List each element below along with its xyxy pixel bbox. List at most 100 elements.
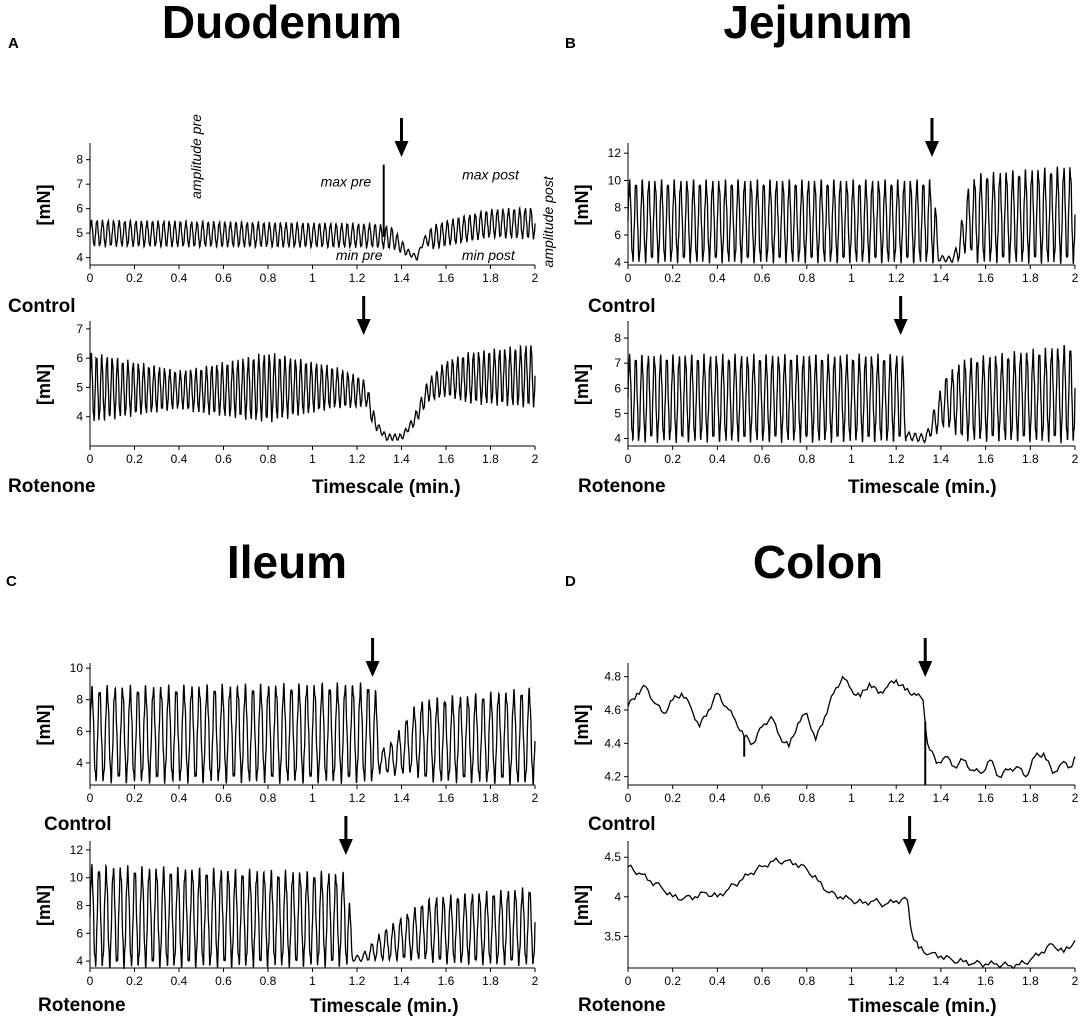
panel-c-control-x-tick-label: 0.6: [215, 791, 232, 805]
panel-c-rotenone-x-tick-label: 2: [532, 974, 539, 988]
panel-b-rotenone-x-tick-label: 0.6: [754, 452, 771, 466]
panel-c-control-trace: [89, 681, 536, 785]
panel-a-control-label: Control: [8, 296, 76, 317]
panel-b-control-x-tick-label: 1.2: [888, 271, 905, 285]
panel-a-rotenone-x-tick-label: 0.4: [171, 452, 188, 466]
panel-d-control-x-tick-label: 1.8: [1022, 791, 1039, 805]
panel-d-control-x-tick-label: 1.6: [977, 791, 994, 805]
panel-c-control-x-tick-label: 0.2: [126, 791, 143, 805]
panel-a-control-annotation: amplitude pre: [188, 114, 204, 199]
panel-b-control-x-tick-label: 1.8: [1022, 271, 1039, 285]
panel-c-control-x-tick-label: 1.8: [482, 791, 499, 805]
panel-c-rotenone-chart: 0 0.2 0.4 0.6 0.8 1 1.2 1.4 1.6 1.8 2 4 6 8 10 12 [mN] Ro…: [34, 816, 539, 1017]
panel-a-rotenone-y-tick-label: 7: [76, 322, 83, 336]
panel-c-control-x-tick-label: 1.6: [438, 791, 455, 805]
panel-d-control-y-tick-label: 4.6: [604, 703, 621, 717]
panel-a-rotenone-x-tick-label: 0.8: [260, 452, 277, 466]
panel-a-rotenone-chart: 0 0.2 0.4 0.6 0.8 1 1.2 1.4 1.6 1.8 2 4 5 6 7 [mN] Roten…: [8, 296, 539, 498]
panel-a-rotenone-x-tick-label: 2: [532, 452, 539, 466]
panel-a-control-y-tick-label: 5: [76, 226, 83, 240]
panel-b-rotenone-x-tick-label: 0.8: [798, 452, 815, 466]
panel-a-control-x-tick-label: 0.2: [126, 271, 143, 285]
panel-c-rotenone-x-tick-label: 0.4: [171, 974, 188, 988]
panel-d-control-y-label: [mN]: [572, 705, 592, 746]
panel-c-control-x-tick-label: 2: [532, 791, 539, 805]
panel-c-rotenone-label: Rotenone: [38, 995, 126, 1016]
panel-b-rotenone-x-tick-label: 0.2: [664, 452, 681, 466]
panel-a-control-trace: [89, 205, 536, 262]
panel-a-control-x-tick-label: 1.6: [438, 271, 455, 285]
panel-c-rotenone-arrow-head: [338, 839, 353, 855]
panel-c-title: Ileum: [227, 536, 347, 588]
panel-b-control-y-label: [mN]: [572, 185, 592, 226]
panel-d-control-x-tick-label: 0.4: [709, 791, 726, 805]
panel-d-rotenone-label: Rotenone: [578, 995, 666, 1016]
panel-c-rotenone-trace: [89, 863, 536, 969]
panel-a-rotenone-trace: [89, 344, 536, 442]
panel-b-control-x-tick-label: 0.4: [709, 271, 726, 285]
panel-b-letter: B: [565, 35, 576, 52]
panel-c-control-arrow-head: [365, 661, 380, 677]
panel-c-control-y-tick-label: 4: [76, 756, 83, 770]
panel-c-control-y-tick-label: 8: [76, 693, 83, 707]
panel-c-control-x-tick-label: 0.8: [260, 791, 277, 805]
panel-c-control-x-tick-label: 0.4: [171, 791, 188, 805]
panel-a-control-x-tick-label: 2: [532, 271, 539, 285]
panel-b-rotenone-y-tick-label: 5: [614, 406, 621, 420]
panel-b-rotenone-x-tick-label: 1: [848, 452, 855, 466]
panel-c-rotenone-y-label: [mN]: [34, 885, 54, 926]
panel-a-control-y-tick-label: 4: [76, 251, 83, 265]
panel-b-rotenone-x-tick-label: 1.2: [888, 452, 905, 466]
panel-c-control-chart: 0 0.2 0.4 0.6 0.8 1 1.2 1.4 1.6 1.8 2 4 6 8 10 [mN] Cont…: [34, 638, 539, 835]
panel-d-rotenone-y-tick-label: 4.5: [604, 850, 621, 864]
panel-a-control-annotation: min post: [462, 247, 516, 263]
panel-b-rotenone-x-tick-label: 0.4: [709, 452, 726, 466]
panel-d-control-arrow-head: [918, 661, 933, 677]
panel-b-rotenone-x-tick-label: 1.4: [933, 452, 950, 466]
panel-c-control-x-tick-label: 0: [87, 791, 94, 805]
panel-b-control-x-tick-label: 0.2: [664, 271, 681, 285]
panel-a-rotenone-arrow-head: [356, 319, 371, 335]
panel-d-rotenone-x-tick-label: 0: [625, 974, 632, 988]
panel-c-rotenone-x-tick-label: 0.2: [126, 974, 143, 988]
panel-b-control-y-tick-label: 10: [608, 173, 622, 187]
panel-b-rotenone-arrow-head: [893, 319, 908, 335]
panel-a-rotenone-x-tick-label: 1.6: [438, 452, 455, 466]
panel-a-control-x-tick-label: 0.6: [215, 271, 232, 285]
panel-d-rotenone-x-tick-label: 1.4: [933, 974, 950, 988]
panel-a-title: Duodenum: [162, 0, 402, 48]
panel-a-rotenone-x-tick-label: 1.8: [482, 452, 499, 466]
panel-a-control-y-label: [mN]: [34, 185, 54, 226]
panel-b-control-x-tick-label: 0.8: [798, 271, 815, 285]
panel-a-rotenone-label: Rotenone: [8, 476, 96, 497]
panel-b-control-arrow-head: [924, 141, 939, 157]
panel-b-control-x-tick-label: 1.6: [977, 271, 994, 285]
panel-a-control-chart: 0 0.2 0.4 0.6 0.8 1 1.2 1.4 1.6 1.8 2 4 5 6 7 8 [mN] Cont…: [8, 114, 556, 317]
panel-d-rotenone-y-tick-label: 4: [614, 890, 621, 904]
panel-a-rotenone-x-label: Timescale (min.): [312, 477, 461, 498]
panel-d-control-y-tick-label: 4.8: [604, 670, 621, 684]
panel-a-rotenone-x-tick-label: 0.6: [215, 452, 232, 466]
panel-c-control-y-tick-label: 6: [76, 724, 83, 738]
panel-a-control-x-tick-label: 1.2: [349, 271, 366, 285]
panel-d-rotenone-x-tick-label: 2: [1072, 974, 1079, 988]
panel-a-rotenone-x-tick-label: 0: [87, 452, 94, 466]
panel-a-rotenone-y-tick-label: 6: [76, 351, 83, 365]
panel-d-rotenone-x-tick-label: 1.6: [977, 974, 994, 988]
panel-d-control-x-tick-label: 0.6: [754, 791, 771, 805]
panel-c-control-x-tick-label: 1.2: [349, 791, 366, 805]
panel-d-control-x-tick-label: 0: [625, 791, 632, 805]
panel-c-rotenone-x-tick-label: 1: [309, 974, 316, 988]
panel-c-control-y-label: [mN]: [34, 705, 54, 746]
panel-a-control-x-tick-label: 0: [87, 271, 94, 285]
panel-d-rotenone-y-tick-label: 3.5: [604, 929, 621, 943]
panel-b-rotenone-x-tick-label: 1.8: [1022, 452, 1039, 466]
panel-c-control-y-tick-label: 10: [70, 661, 84, 675]
panel-a-control-x-tick-label: 1: [309, 271, 316, 285]
panel-d-rotenone-x-label: Timescale (min.): [848, 996, 997, 1017]
panel-d-rotenone-trace: [627, 857, 1076, 970]
panel-d-control-y-tick-label: 4.4: [604, 736, 621, 750]
panel-d-control-x-tick-label: 1.2: [888, 791, 905, 805]
panel-b-control-chart: 0 0.2 0.4 0.6 0.8 1 1.2 1.4 1.6 1.8 2 4 6 8 10 12 [mN] Co…: [572, 118, 1079, 317]
